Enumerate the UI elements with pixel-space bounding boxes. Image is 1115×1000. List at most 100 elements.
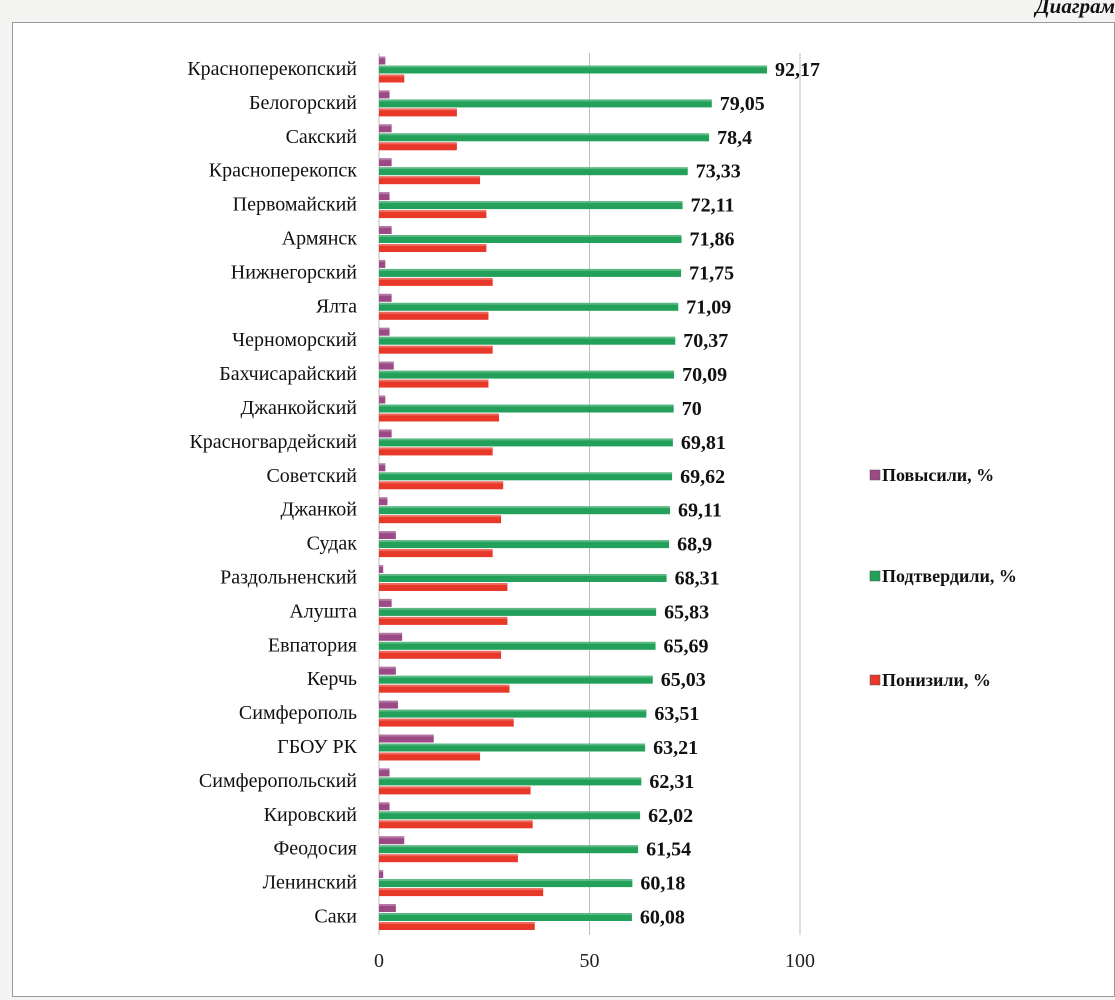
bar-highlight bbox=[379, 632, 403, 635]
bar-povysili bbox=[379, 463, 386, 472]
bar-highlight bbox=[379, 675, 653, 678]
category-label: Нижнегорский bbox=[231, 261, 358, 283]
data-label: 70,37 bbox=[683, 330, 728, 352]
bar-ponizili bbox=[379, 142, 457, 151]
bar-highlight bbox=[379, 743, 646, 746]
bar-ponizili bbox=[379, 820, 533, 829]
bar-highlight bbox=[379, 802, 390, 805]
bar-highlight bbox=[379, 210, 487, 213]
bar-highlight bbox=[379, 142, 457, 145]
bar-highlight bbox=[379, 607, 657, 610]
category-label: Белогорский bbox=[249, 92, 357, 114]
bar-highlight bbox=[379, 650, 502, 653]
bar-podtverdili bbox=[379, 913, 632, 921]
legend-label: Подтвердили, % bbox=[882, 566, 1017, 586]
bar-ponizili bbox=[379, 74, 405, 83]
bar-povysili bbox=[379, 361, 394, 370]
category-label: Джанкойский bbox=[241, 397, 358, 419]
legend-label: Повысили, % bbox=[882, 465, 994, 485]
bar-podtverdili bbox=[379, 641, 656, 650]
bar-ponizili bbox=[379, 413, 499, 422]
bar-highlight bbox=[379, 438, 673, 441]
bar-chart: 0 50 100 Красноперекопский 92,17 Белогорский 7… bbox=[187, 53, 1017, 972]
data-label: 62,31 bbox=[649, 771, 694, 793]
x-tick-label: 100 bbox=[785, 950, 815, 972]
bar-highlight bbox=[379, 515, 502, 518]
bar-highlight bbox=[379, 734, 434, 737]
category-label: Феодосия bbox=[273, 838, 357, 860]
data-label: 73,33 bbox=[696, 161, 741, 183]
bar-highlight bbox=[379, 531, 396, 534]
bar-povysili bbox=[379, 56, 386, 65]
bar-ponizili bbox=[379, 515, 502, 524]
bar-ponizili bbox=[379, 277, 493, 286]
bar-ponizili bbox=[379, 718, 514, 727]
bar-povysili bbox=[379, 395, 386, 404]
bar-highlight bbox=[379, 293, 392, 296]
bar-podtverdili bbox=[379, 235, 682, 243]
bar-podtverdili bbox=[379, 201, 683, 210]
bar-povysili bbox=[379, 497, 388, 506]
category-label: Симферопольский bbox=[199, 770, 357, 792]
data-label: 69,11 bbox=[678, 500, 722, 522]
bar-podtverdili bbox=[379, 879, 633, 888]
category-label: Судак bbox=[307, 533, 358, 555]
bar-podtverdili bbox=[379, 438, 673, 447]
bar-ponizili bbox=[379, 786, 531, 795]
bar-highlight bbox=[379, 124, 392, 127]
data-label: 63,21 bbox=[653, 737, 698, 759]
bar-highlight bbox=[379, 820, 533, 823]
bar-podtverdili bbox=[379, 607, 657, 616]
bar-highlight bbox=[379, 167, 688, 170]
bar-povysili bbox=[379, 904, 396, 912]
category-label: Ялта bbox=[316, 295, 357, 317]
data-label: 62,02 bbox=[648, 805, 693, 827]
bar-ponizili bbox=[379, 854, 518, 863]
bar-highlight bbox=[379, 395, 386, 398]
category-label: Армянск bbox=[282, 228, 358, 250]
bar-highlight bbox=[379, 616, 508, 619]
data-label: 65,03 bbox=[661, 669, 706, 691]
bar-podtverdili bbox=[379, 574, 667, 582]
bar-highlight bbox=[379, 540, 670, 543]
bar-highlight bbox=[379, 176, 481, 179]
bar-highlight bbox=[379, 201, 683, 204]
data-label: 72,11 bbox=[691, 195, 735, 217]
category-label: Бахчисарайский bbox=[219, 363, 357, 385]
bar-ponizili bbox=[379, 549, 493, 558]
legend-label: Понизили, % bbox=[882, 670, 991, 690]
category-label: Кировский bbox=[264, 804, 358, 826]
bar-highlight bbox=[379, 277, 493, 280]
bar-povysili bbox=[379, 666, 396, 675]
bar-podtverdili bbox=[379, 268, 682, 277]
bar-highlight bbox=[379, 709, 647, 712]
category-label: Евпатория bbox=[268, 634, 357, 656]
bar-ponizili bbox=[379, 210, 487, 219]
bar-highlight bbox=[379, 235, 682, 237]
data-label: 70 bbox=[682, 398, 702, 420]
bar-highlight bbox=[379, 413, 499, 416]
bar-ponizili bbox=[379, 752, 481, 761]
legend-swatch bbox=[869, 570, 881, 582]
bar-highlight bbox=[379, 666, 396, 669]
bar-podtverdili bbox=[379, 675, 653, 684]
bar-highlight bbox=[379, 65, 768, 68]
bar-povysili bbox=[379, 565, 384, 573]
bar-podtverdili bbox=[379, 370, 675, 379]
data-label: 63,51 bbox=[654, 703, 699, 725]
category-label: Симферополь bbox=[239, 702, 357, 724]
bar-podtverdili bbox=[379, 404, 674, 413]
bar-podtverdili bbox=[379, 811, 641, 820]
bar-highlight bbox=[379, 684, 510, 687]
bar-highlight bbox=[379, 244, 487, 246]
bar-ponizili bbox=[379, 583, 508, 591]
bar-podtverdili bbox=[379, 133, 710, 142]
bar-ponizili bbox=[379, 176, 481, 185]
data-label: 65,83 bbox=[664, 601, 709, 623]
legend-swatch bbox=[869, 469, 881, 481]
bar-povysili bbox=[379, 429, 392, 438]
bar-highlight bbox=[379, 913, 632, 915]
bar-povysili bbox=[379, 870, 384, 879]
bar-povysili bbox=[379, 734, 434, 743]
data-label: 71,86 bbox=[690, 229, 735, 251]
